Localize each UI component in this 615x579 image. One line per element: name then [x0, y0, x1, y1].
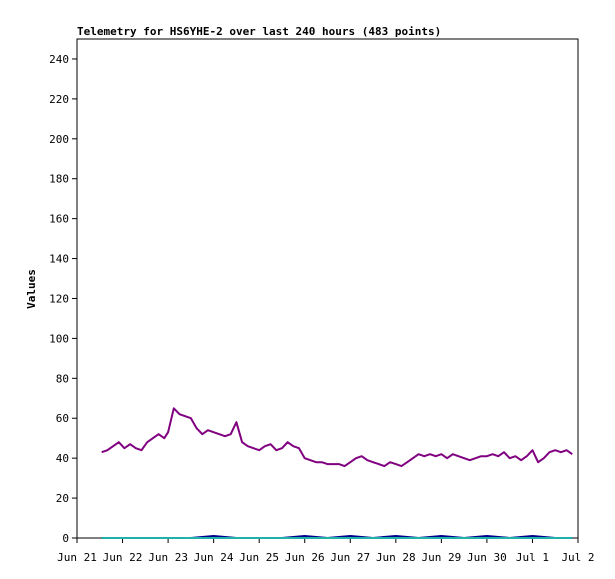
series-line-1: [101, 407, 573, 468]
y-tick-label: 220: [49, 93, 69, 106]
series-group: [101, 407, 573, 539]
chart-title: Telemetry for HS6YHE-2 over last 240 hou…: [77, 25, 441, 38]
x-tick-label: Jun 27: [330, 551, 370, 564]
y-axis-label: Values: [25, 269, 38, 309]
y-tick-label: 80: [56, 372, 69, 385]
x-tick-label: Jun 26: [285, 551, 325, 564]
x-tick-label: Jun 25: [239, 551, 279, 564]
x-axis-ticks: Jun 21 Jun 22 Jun 23 Jun 24 Jun 25 Jun 26 Jun …: [57, 538, 595, 564]
y-tick-label: 0: [62, 532, 69, 545]
y-tick-label: 140: [49, 253, 69, 266]
y-tick-label: 120: [49, 292, 69, 305]
y-tick-label: 40: [56, 452, 69, 465]
x-tick-label: Jul 2: [561, 551, 594, 564]
x-tick-label: Jun 30: [467, 551, 507, 564]
y-tick-label: 60: [56, 412, 69, 425]
x-tick-label: Jun 28: [376, 551, 416, 564]
y-axis-ticks: 0 20 40 60 80 100 120 140 160 180 200 220 240: [49, 53, 77, 545]
y-tick-label: 200: [49, 133, 69, 146]
y-tick-label: 240: [49, 53, 69, 66]
x-tick-label: Jul 1: [516, 551, 549, 564]
y-tick-label: 160: [49, 213, 69, 226]
y-tick-label: 20: [56, 492, 69, 505]
y-tick-label: 100: [49, 332, 69, 345]
x-tick-label: Jun 22: [103, 551, 143, 564]
y-tick-label: 180: [49, 173, 69, 186]
x-tick-label: Jun 21: [57, 551, 97, 564]
x-tick-label: Jun 24: [194, 551, 234, 564]
x-tick-label: Jun 23: [148, 551, 188, 564]
x-tick-label: Jun 29: [421, 551, 461, 564]
